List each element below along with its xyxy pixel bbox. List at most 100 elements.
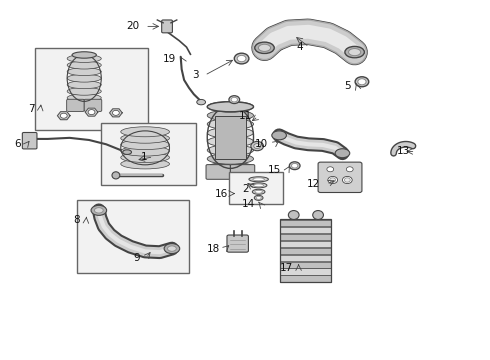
- Ellipse shape: [121, 153, 170, 162]
- Ellipse shape: [91, 205, 107, 215]
- Text: 13: 13: [396, 147, 410, 157]
- Text: 9: 9: [134, 252, 140, 262]
- Ellipse shape: [234, 53, 249, 64]
- Ellipse shape: [335, 149, 350, 158]
- Bar: [280, 241, 331, 247]
- Text: 18: 18: [206, 244, 220, 253]
- FancyBboxPatch shape: [227, 235, 248, 252]
- Ellipse shape: [249, 177, 269, 182]
- Ellipse shape: [122, 150, 131, 154]
- FancyBboxPatch shape: [162, 20, 172, 33]
- Text: 4: 4: [297, 42, 303, 52]
- Bar: [280, 275, 331, 282]
- Ellipse shape: [348, 49, 361, 56]
- FancyBboxPatch shape: [23, 132, 37, 149]
- Ellipse shape: [358, 79, 366, 85]
- Ellipse shape: [67, 74, 101, 82]
- Bar: [280, 220, 331, 226]
- Ellipse shape: [254, 195, 263, 201]
- Ellipse shape: [355, 77, 369, 87]
- Text: 2: 2: [242, 184, 249, 194]
- Polygon shape: [110, 109, 122, 117]
- Text: 7: 7: [28, 104, 34, 114]
- Circle shape: [344, 178, 350, 182]
- Bar: [280, 255, 331, 261]
- Ellipse shape: [237, 55, 246, 62]
- Ellipse shape: [207, 162, 253, 173]
- FancyBboxPatch shape: [67, 99, 84, 111]
- Circle shape: [343, 176, 352, 184]
- Bar: [280, 219, 331, 282]
- Circle shape: [113, 111, 119, 115]
- Text: 1: 1: [141, 152, 147, 162]
- FancyBboxPatch shape: [84, 99, 102, 111]
- Ellipse shape: [207, 102, 253, 112]
- Ellipse shape: [256, 197, 261, 199]
- Ellipse shape: [112, 172, 120, 179]
- Ellipse shape: [207, 136, 253, 147]
- Ellipse shape: [272, 131, 287, 140]
- Ellipse shape: [292, 163, 298, 168]
- Ellipse shape: [313, 211, 323, 220]
- Bar: [280, 261, 331, 268]
- Circle shape: [254, 144, 261, 149]
- Ellipse shape: [207, 153, 253, 164]
- Text: 12: 12: [307, 179, 320, 189]
- Ellipse shape: [258, 44, 270, 51]
- Text: 11: 11: [239, 111, 252, 121]
- Ellipse shape: [229, 96, 240, 104]
- Ellipse shape: [164, 244, 180, 253]
- Ellipse shape: [67, 61, 101, 69]
- FancyBboxPatch shape: [230, 165, 255, 179]
- Ellipse shape: [121, 133, 170, 143]
- Ellipse shape: [207, 110, 253, 121]
- Ellipse shape: [121, 140, 170, 150]
- Circle shape: [328, 176, 338, 184]
- Ellipse shape: [255, 190, 263, 193]
- Text: 16: 16: [215, 189, 228, 199]
- Ellipse shape: [207, 127, 253, 138]
- Ellipse shape: [121, 146, 170, 156]
- Ellipse shape: [121, 159, 170, 169]
- Bar: [280, 227, 331, 233]
- Bar: [280, 248, 331, 254]
- Ellipse shape: [289, 162, 300, 170]
- Ellipse shape: [67, 55, 101, 63]
- Ellipse shape: [95, 208, 103, 213]
- Bar: [280, 234, 331, 240]
- Bar: [101, 123, 196, 185]
- Circle shape: [327, 167, 334, 172]
- Polygon shape: [85, 108, 98, 116]
- Circle shape: [346, 167, 353, 172]
- Ellipse shape: [253, 178, 265, 181]
- Bar: [35, 48, 147, 130]
- Ellipse shape: [207, 119, 253, 130]
- Text: 14: 14: [242, 199, 255, 209]
- Text: 20: 20: [126, 21, 139, 31]
- FancyBboxPatch shape: [206, 165, 230, 179]
- Ellipse shape: [250, 183, 267, 188]
- Bar: [280, 269, 331, 275]
- Ellipse shape: [231, 97, 238, 102]
- Ellipse shape: [254, 184, 264, 187]
- Text: 8: 8: [74, 215, 80, 225]
- Ellipse shape: [197, 99, 205, 105]
- Text: 6: 6: [14, 139, 21, 149]
- Text: 19: 19: [163, 54, 176, 64]
- Circle shape: [60, 113, 67, 118]
- Ellipse shape: [67, 87, 101, 95]
- Ellipse shape: [67, 94, 101, 102]
- Circle shape: [88, 110, 95, 114]
- Text: 3: 3: [192, 70, 199, 80]
- Text: 10: 10: [255, 139, 269, 149]
- Ellipse shape: [67, 68, 101, 76]
- Ellipse shape: [252, 189, 265, 194]
- Ellipse shape: [168, 246, 176, 251]
- Bar: [215, 116, 246, 158]
- Ellipse shape: [288, 211, 299, 220]
- Ellipse shape: [207, 102, 253, 112]
- Ellipse shape: [121, 127, 170, 137]
- Ellipse shape: [72, 52, 97, 58]
- Ellipse shape: [345, 46, 365, 58]
- Text: 5: 5: [344, 81, 351, 91]
